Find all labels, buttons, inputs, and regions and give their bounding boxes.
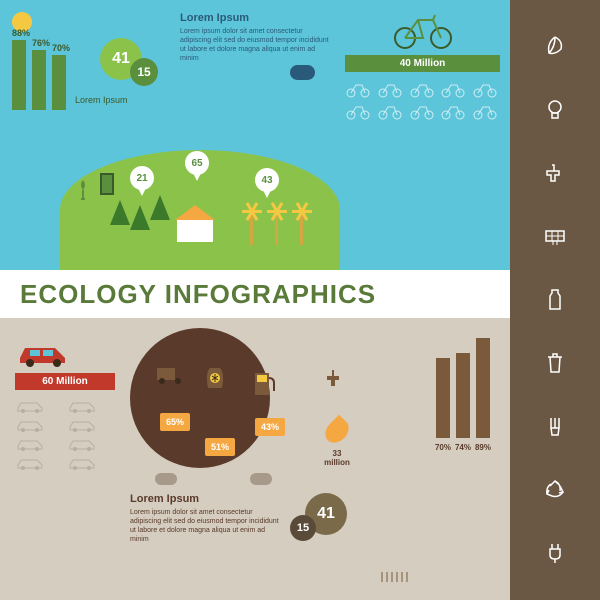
bike-small-icon [345, 102, 371, 120]
trash-bin-icon [543, 351, 567, 375]
car-small-icon [67, 398, 99, 414]
bike-icon [393, 10, 453, 50]
car-small-icon [15, 398, 47, 414]
rain-icon [380, 570, 410, 585]
car-small-icon [67, 455, 99, 471]
bulb-icon [543, 98, 567, 122]
bike-stat-ribbon: 40 Million [345, 55, 500, 72]
car-small-icon [67, 436, 99, 452]
stat-bubble-small: 15 [130, 58, 158, 86]
cloud-icon [250, 473, 272, 485]
map-pin: 43 [255, 168, 279, 192]
bar-pct: 88% [12, 28, 30, 38]
plug-icon [543, 541, 567, 565]
bike-small-icon [409, 80, 435, 98]
car-stat-ribbon: 60 Million [15, 373, 115, 390]
bike-small-icon [345, 80, 371, 98]
car-small-icon [67, 417, 99, 433]
icon-sidebar [510, 0, 600, 600]
house-icon [175, 205, 215, 240]
car-small-icon [15, 455, 47, 471]
bar-pct: 70% [433, 443, 453, 452]
car-small-icon [15, 436, 47, 452]
bike-small-icon [472, 102, 498, 120]
windmill-icon [300, 215, 303, 245]
recycle-icon [543, 478, 567, 502]
rain-cloud-icon [290, 65, 315, 80]
tree-icon [130, 205, 150, 230]
car-section: 60 Million [15, 338, 115, 471]
eco-top-panel: 88% 76% 70% 41 15 Lorem Ipsum Lorem Ipsu… [0, 0, 510, 270]
drop-icon [321, 415, 354, 448]
stat-bubble-small: 15 [290, 515, 316, 541]
bubble-label: Lorem Ipsum [75, 95, 128, 105]
cloud-icon [155, 473, 177, 485]
bike-small-icon [440, 102, 466, 120]
battery-icon [100, 173, 114, 195]
bottom-text-block: Lorem Ipsum Lorem ipsum dolor sit amet c… [130, 493, 280, 544]
pct-label: 65% [160, 413, 190, 431]
windmill-icon [250, 215, 253, 245]
bike-small-icon [472, 80, 498, 98]
top-text-block: Lorem Ipsum Lorem ipsum dolor sit amet c… [180, 12, 330, 63]
pct-label: 51% [205, 438, 235, 456]
nuclear-icon [200, 358, 230, 393]
car-icon [15, 338, 75, 368]
bottom-body: Lorem ipsum dolor sit amet consectetur a… [130, 508, 280, 544]
cfl-bulb-icon [543, 415, 567, 439]
car-small-icon [15, 417, 47, 433]
brown-bar-chart: 70% 74% 89% [436, 338, 490, 438]
leaf-icon [543, 35, 567, 59]
brown-circle-bg [130, 328, 270, 468]
top-heading: Lorem Ipsum [180, 12, 330, 24]
bike-section: 40 Million [345, 10, 500, 120]
page-title: ECOLOGY INFOGRAPHICS [20, 279, 376, 310]
bar-pct: 76% [32, 38, 50, 48]
pct-label: 43% [255, 418, 285, 436]
tree-icon [150, 195, 170, 220]
bottom-heading: Lorem Ipsum [130, 493, 280, 505]
top-body: Lorem ipsum dolor sit amet consectetur a… [180, 27, 330, 63]
bar-pct: 70% [52, 43, 70, 53]
map-pin: 65 [185, 151, 209, 175]
water-drop-stat: 33 million [319, 418, 355, 467]
pollution-bottom-panel: 60 Million 65% 51% 43% 33 million [0, 318, 510, 600]
title-band: ECOLOGY INFOGRAPHICS [0, 270, 510, 318]
windmill-icon [275, 215, 278, 245]
green-bar-chart: 88% 76% 70% [12, 40, 66, 110]
bike-small-icon [377, 102, 403, 120]
bar-pct: 89% [473, 443, 493, 452]
gas-pump-icon [250, 363, 280, 398]
solar-panel-icon [543, 225, 567, 249]
tap-icon [325, 368, 345, 388]
bike-grid [345, 80, 500, 120]
plant-icon [75, 180, 91, 200]
bike-small-icon [377, 80, 403, 98]
map-pin: 21 [130, 166, 154, 190]
tree-icon [110, 200, 130, 225]
bar-pct: 74% [453, 443, 473, 452]
drop-text: 33 million [319, 449, 355, 467]
bottle-icon [543, 288, 567, 312]
tap-icon [543, 161, 567, 185]
truck-icon [155, 353, 185, 388]
bike-small-icon [409, 102, 435, 120]
bike-small-icon [440, 80, 466, 98]
car-grid [15, 398, 115, 471]
